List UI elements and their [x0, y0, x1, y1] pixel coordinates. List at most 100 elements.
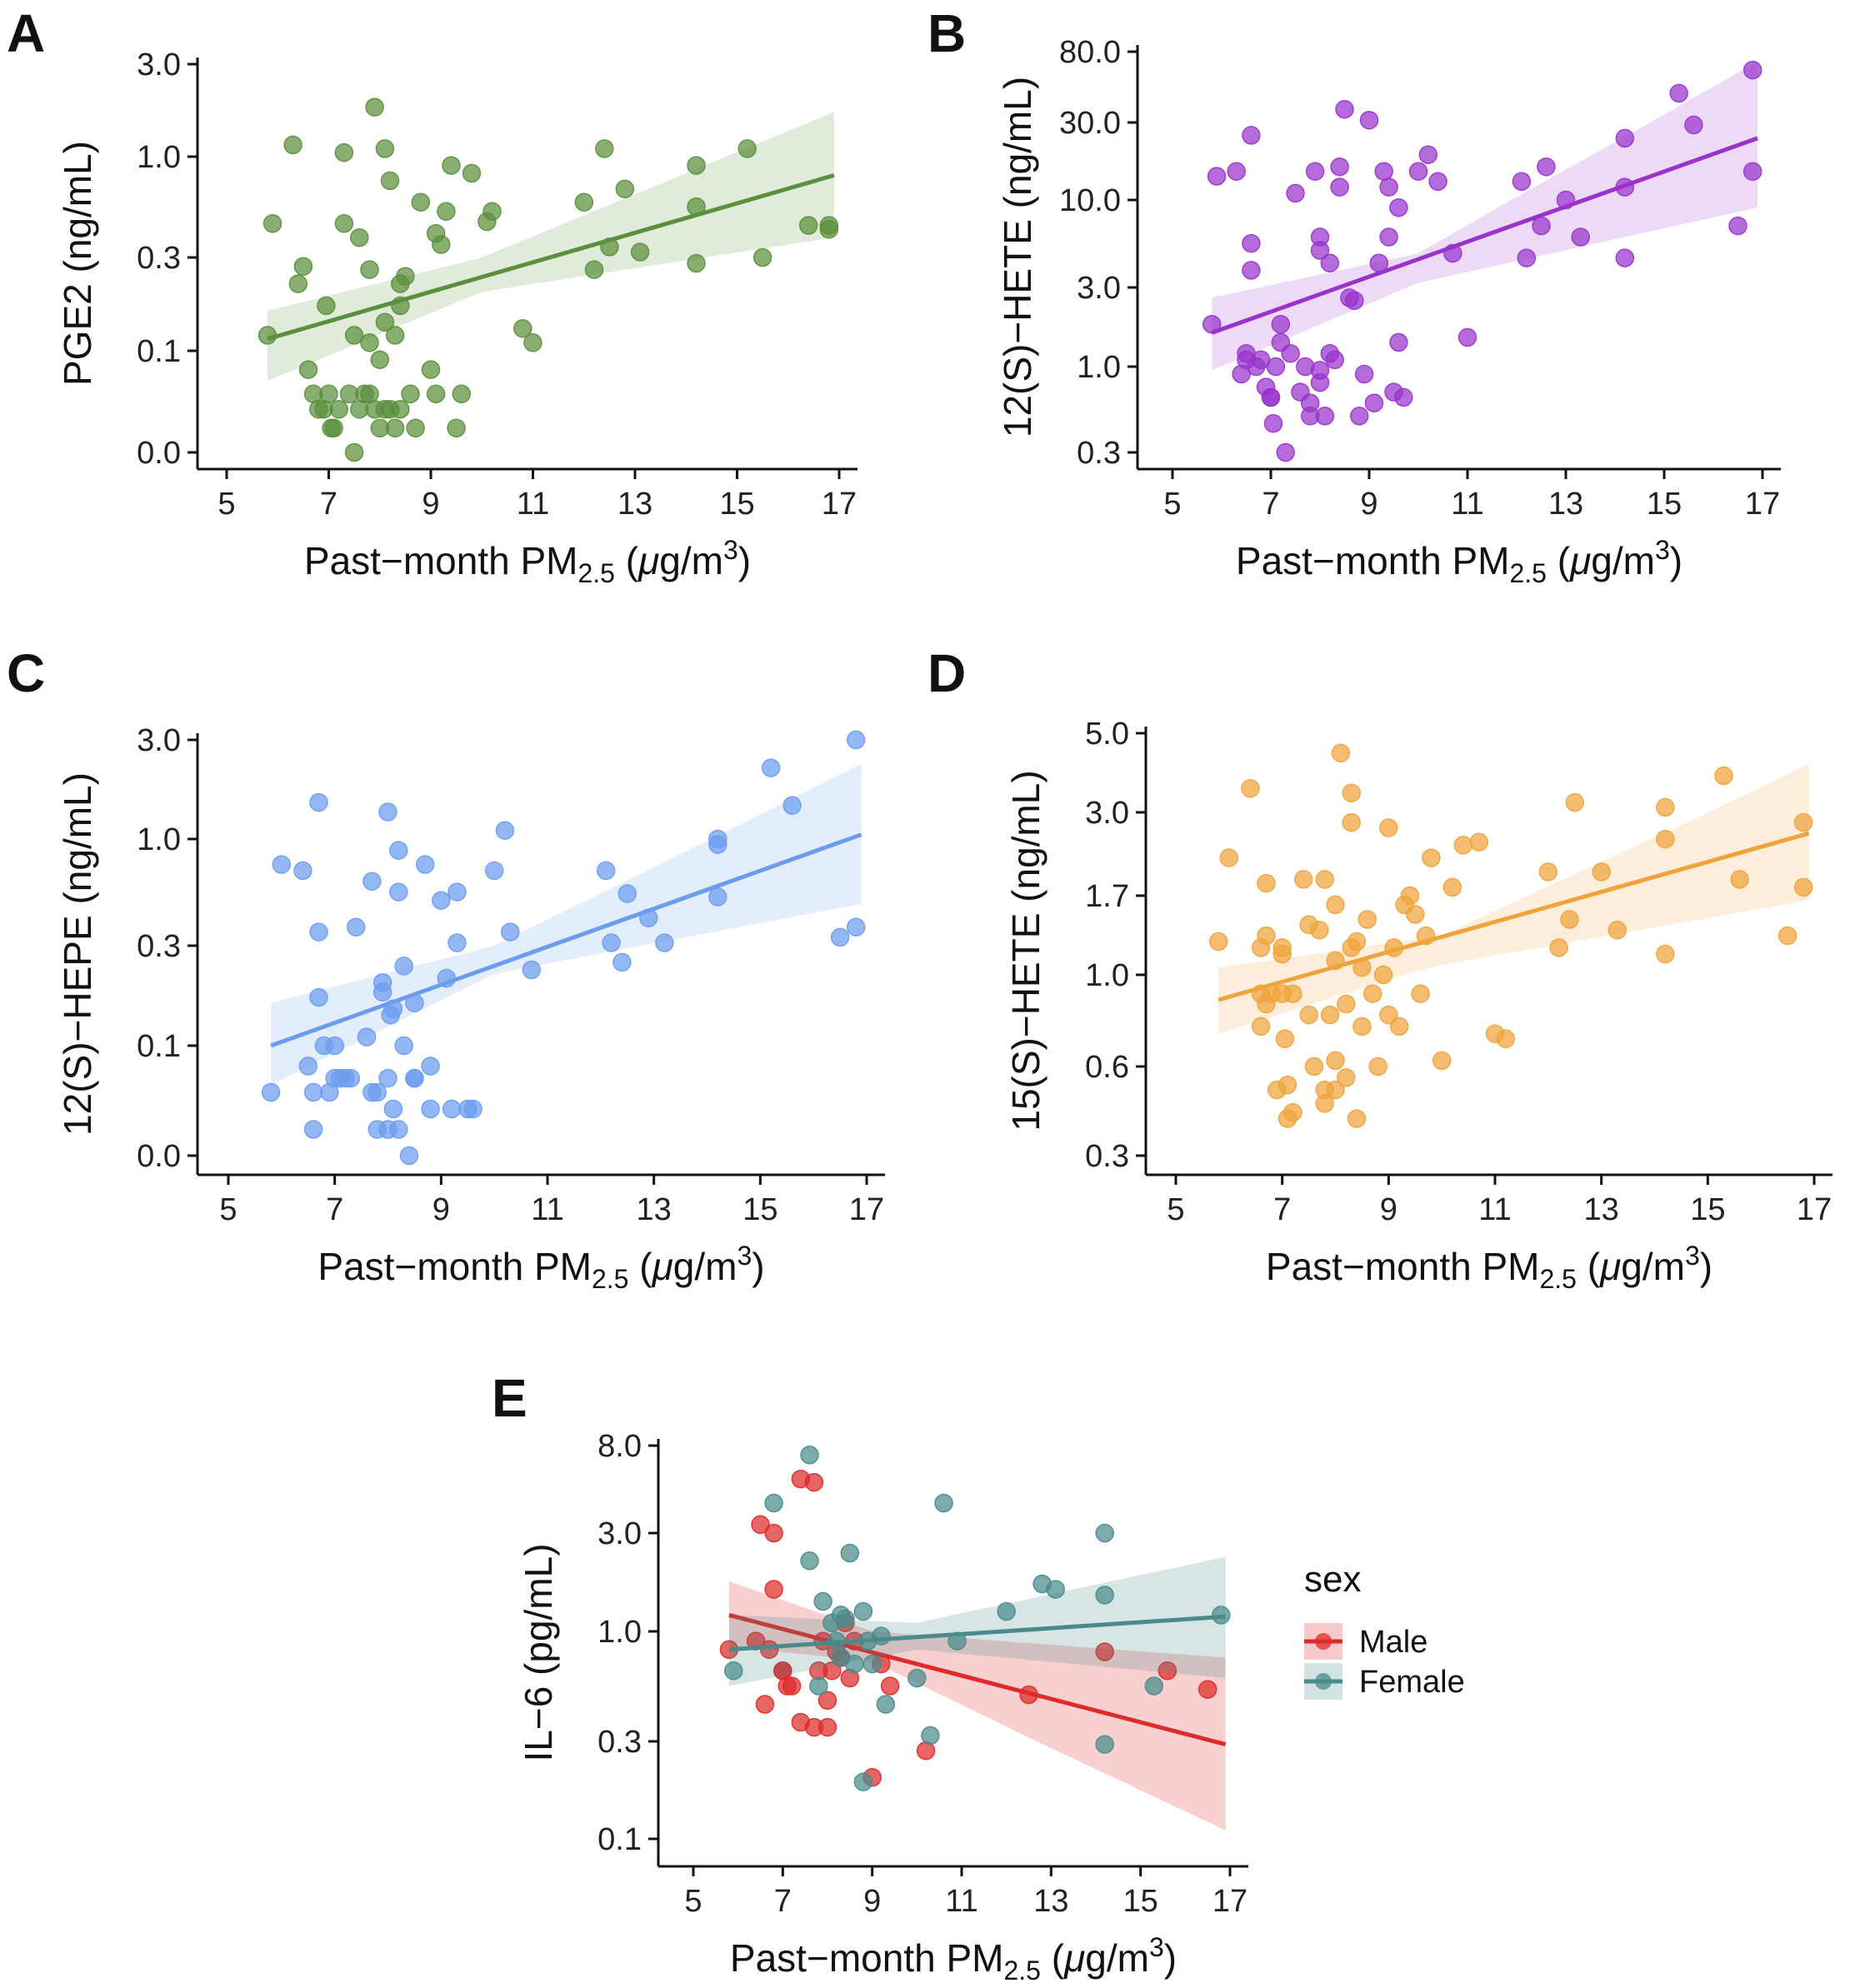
series-data-point: [1358, 910, 1378, 929]
female-data-point: [853, 1601, 873, 1621]
x-axis-title-unit-open: (: [1577, 1245, 1601, 1288]
y-tick-label: 8.0: [598, 1429, 642, 1464]
series-data-point: [1469, 832, 1489, 852]
series-data-point: [261, 1082, 281, 1102]
male-data-point: [804, 1472, 824, 1492]
series-data-point: [1271, 314, 1291, 334]
male-data-point: [751, 1515, 770, 1535]
series-data-point: [309, 987, 328, 1007]
y-tick-label: 0.3: [1085, 1139, 1129, 1174]
series-data-point: [1565, 792, 1585, 812]
series-data-point: [523, 333, 542, 352]
series-data-point: [595, 139, 614, 158]
series-data-point: [324, 418, 343, 438]
series-data-point: [1330, 177, 1349, 197]
series-data-point: [325, 1036, 344, 1056]
series-data-point: [761, 758, 781, 777]
x-tick-label: 15: [742, 1192, 778, 1227]
y-tick-label: 1.7: [1085, 879, 1129, 914]
series-data-point: [1293, 870, 1313, 889]
series-data-point: [1305, 162, 1325, 181]
x-axis-title-unit-open: (: [628, 1245, 652, 1288]
x-axis-title-unit-rest: g/m: [659, 539, 723, 582]
x-tick-label: 7: [774, 1884, 792, 1919]
series-data-point: [1408, 162, 1428, 181]
series-data-point: [394, 1036, 413, 1056]
series-data-point: [708, 887, 728, 907]
y-axis-title: IL−6 (pg/mL): [517, 1543, 560, 1761]
series-data-point: [272, 855, 292, 874]
series-data-point: [1742, 162, 1762, 181]
x-axis-title-mu: μ: [1569, 539, 1591, 582]
series-data-point: [283, 135, 302, 155]
legend-item-female: Female: [1304, 1663, 1465, 1700]
series-data-point: [344, 442, 364, 462]
series-data-point: [1320, 1005, 1340, 1025]
female-data-point: [800, 1551, 819, 1571]
series-data-point: [421, 360, 441, 379]
y-tick-label: 5.0: [1085, 717, 1129, 752]
series-data-point: [1684, 115, 1703, 135]
series-data-point: [752, 247, 772, 267]
series-data-point: [1227, 162, 1246, 181]
series-data-point: [1257, 926, 1276, 946]
female-data-point: [1095, 1523, 1114, 1543]
series-data-point: [1330, 157, 1349, 177]
series-data-point: [293, 861, 312, 881]
series-data-point: [421, 1056, 440, 1076]
x-axis-title-sub: 2.5: [592, 1264, 628, 1294]
male-data-point: [1095, 1642, 1114, 1661]
x-axis-title: Past−month PM2.5 (μg/m3): [304, 535, 751, 588]
x-axis-title-main: Past−month PM: [304, 539, 578, 582]
x-tick-label: 9: [1380, 1192, 1398, 1227]
series-data-point: [1458, 327, 1478, 347]
x-tick-label: 5: [1163, 487, 1181, 522]
female-data-point: [876, 1695, 896, 1714]
series-data-point: [378, 802, 398, 822]
female-data-point: [1095, 1586, 1114, 1605]
x-tick-label: 9: [422, 487, 439, 522]
series-fit-line: [1211, 136, 1758, 335]
panel-e: 5 7 9 11 13 15 17 0.1 0.3 1.0 3.0 8.0 IL−6 (pg/mL) Pa…: [492, 1368, 1248, 1986]
x-axis-title: Past−month PM2.5 (μg/m3): [1236, 535, 1682, 588]
series-data-point: [1242, 261, 1261, 280]
series-data-point: [1538, 862, 1558, 882]
x-axis-title-close: ): [752, 1245, 764, 1288]
series-data-point: [362, 872, 382, 892]
series-data-point: [1442, 877, 1462, 897]
female-data-point: [872, 1626, 891, 1646]
series-data-point: [329, 399, 349, 419]
series-data-point: [630, 242, 650, 262]
series-data-point: [1742, 60, 1762, 80]
x-axis-title: Past−month PM2.5 (μg/m3): [1266, 1241, 1712, 1294]
series-fit-line: [1218, 831, 1810, 1002]
series-data-point: [1615, 128, 1635, 148]
x-axis-title-sub: 2.5: [1003, 1956, 1040, 1986]
female-data-point: [853, 1772, 873, 1791]
series-data-point: [513, 319, 532, 338]
series-data-point: [375, 139, 395, 158]
series-data-point: [389, 841, 408, 860]
series-data-point: [357, 1027, 377, 1046]
x-tick-label: 15: [719, 487, 754, 522]
series-data-point: [378, 1068, 398, 1088]
series-data-point: [1207, 167, 1227, 186]
female-data-point: [862, 1654, 882, 1674]
series-data-point: [385, 418, 405, 438]
series-data-point: [288, 274, 308, 293]
series-data-point: [782, 796, 802, 816]
y-tick-label: 1.0: [137, 140, 181, 175]
x-axis-title-sup: 3: [1685, 1241, 1700, 1271]
x-tick-label: 9: [863, 1884, 881, 1919]
female-data-point: [809, 1676, 828, 1696]
series-data-point: [1349, 407, 1369, 426]
series-data-point: [1362, 984, 1382, 1003]
series-data-point: [612, 952, 632, 972]
series-data-point: [442, 156, 461, 175]
x-axis-title-sup: 3: [1149, 1932, 1164, 1962]
series-data-point: [1202, 314, 1222, 334]
female-fit-line: [728, 1614, 1226, 1652]
series-data-point: [1275, 1029, 1295, 1049]
female-data-point: [1144, 1676, 1164, 1696]
male-data-point: [782, 1676, 802, 1696]
